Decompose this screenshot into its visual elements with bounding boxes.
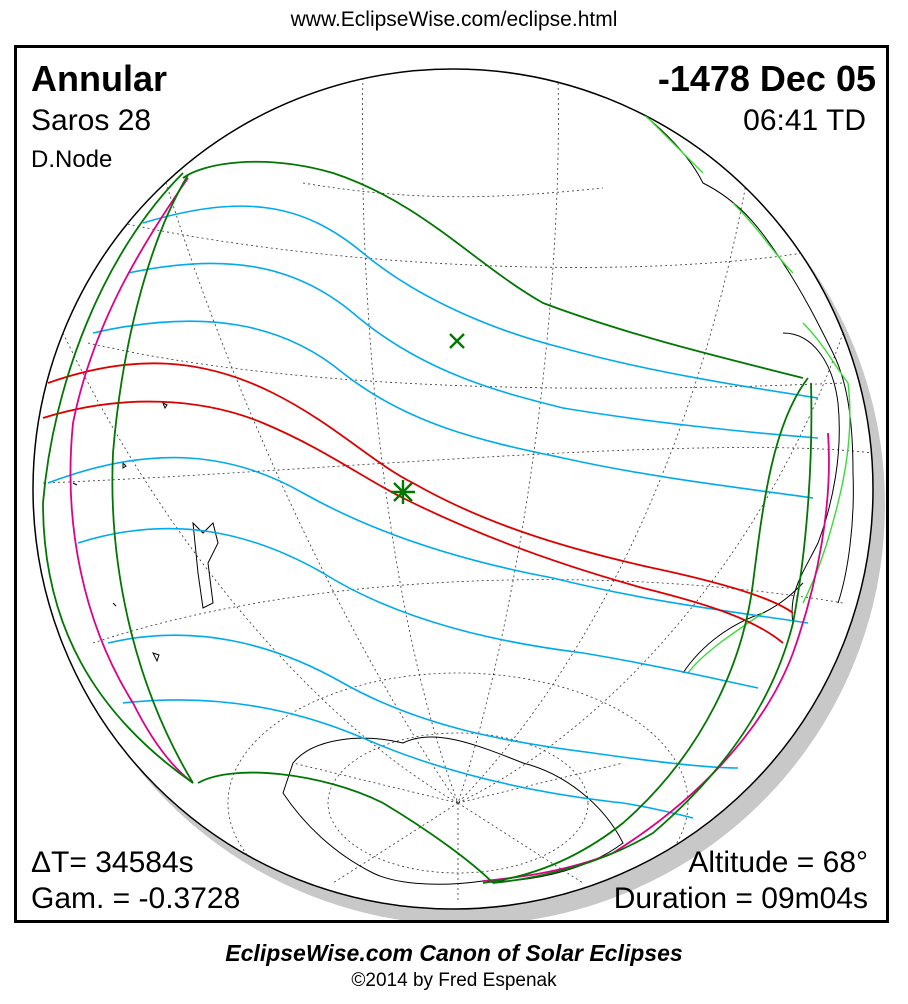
node-label: D.Node <box>31 146 113 173</box>
duration: Duration = 09m04s <box>613 882 868 915</box>
rise-set-west <box>69 177 194 784</box>
central-line-north <box>47 362 794 614</box>
penumbral-line <box>92 320 814 499</box>
rise-set-curves <box>69 177 830 882</box>
eclipse-time: 06:41 TD <box>743 104 866 137</box>
penumbral-limit-lines <box>47 205 819 819</box>
greatest-eclipse-star <box>391 480 415 504</box>
saros-number: Saros 28 <box>31 104 152 137</box>
eclipse-date: -1478 Dec 05 <box>657 58 876 99</box>
globe <box>32 68 874 910</box>
outer-limit-west <box>111 174 194 784</box>
outer-limit-east-inner <box>492 382 813 884</box>
footer-copyright: ©2014 by Fred Espenak <box>351 970 557 991</box>
outer-limit-far-west <box>42 172 194 784</box>
outer-limit-curves <box>42 160 813 884</box>
graticule <box>42 72 873 909</box>
eclipse-map <box>32 68 885 920</box>
eclipse-type: Annular <box>31 58 168 99</box>
gamma: Gam. = -0.3728 <box>31 882 241 915</box>
footer-title: EclipseWise.com Canon of Solar Eclipses <box>225 940 683 966</box>
penumbral-line <box>107 634 739 769</box>
land-highlight <box>622 92 851 674</box>
coastlines <box>72 82 854 885</box>
map-frame: Annular -1478 Dec 05 Saros 28 06:41 TD D… <box>14 45 889 923</box>
outer-limit-east <box>482 377 809 884</box>
delta-t: ΔT= 34584s <box>31 846 194 879</box>
sub-solar-cross <box>449 333 465 349</box>
rise-set-east <box>482 432 830 882</box>
source-url: www.EclipseWise.com/eclipse.html <box>290 8 618 31</box>
outer-limit-south <box>197 771 494 884</box>
altitude: Altitude = 68° <box>688 846 868 879</box>
outer-limit-northwest <box>182 160 804 379</box>
penumbral-line <box>47 456 809 624</box>
penumbral-line <box>127 262 819 439</box>
penumbral-line <box>142 205 819 399</box>
penumbral-line <box>77 527 759 689</box>
